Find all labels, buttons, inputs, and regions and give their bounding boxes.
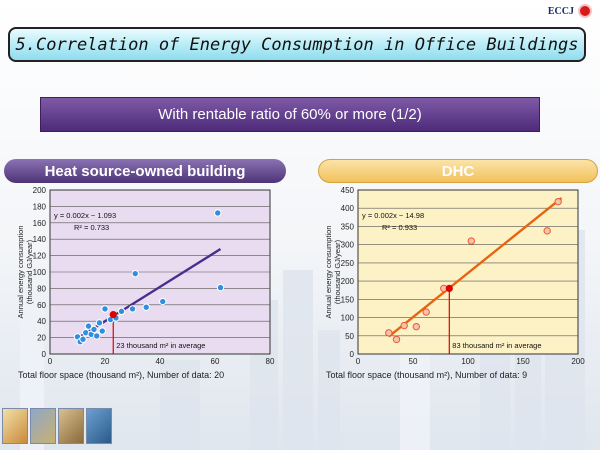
data-point	[90, 325, 98, 334]
regression-line	[388, 197, 563, 338]
y-tick-label: 180	[33, 202, 47, 211]
y-tick-label: 150	[341, 295, 355, 304]
data-point	[98, 327, 106, 335]
y-axis-label: Annual energy consumption	[324, 226, 333, 319]
data-point	[554, 197, 562, 206]
x-tick-label: 50	[409, 357, 418, 366]
y-tick-label: 120	[33, 252, 47, 261]
right-panel-title: DHC	[318, 159, 598, 183]
average-point	[445, 284, 453, 292]
y-tick-label: 200	[33, 186, 47, 195]
slide-title: 5.Correlation of Energy Consumption in O…	[8, 27, 586, 62]
regression-equation: y = 0.002x − 14.98	[362, 211, 424, 220]
x-tick-label: 20	[101, 357, 110, 366]
x-tick-label: 150	[516, 357, 530, 366]
y-tick-label: 40	[37, 317, 46, 326]
data-point	[84, 322, 93, 330]
regression-equation: y = 0.002x − 1.093	[54, 211, 116, 220]
x-tick-label: 100	[461, 357, 475, 366]
y-tick-label: 100	[33, 268, 47, 277]
average-label: 83 thousand m² in average	[452, 341, 541, 350]
average-label: 23 thousand m² in average	[116, 341, 205, 350]
data-point	[101, 305, 109, 313]
dhc-chart: 0 50 100 150 200 250 300 350 400 450 0 50 100 150 200 y…	[324, 186, 585, 380]
data-point	[214, 209, 222, 217]
y-tick-label: 80	[37, 284, 46, 293]
data-point	[117, 307, 126, 316]
data-point	[216, 283, 225, 292]
data-point	[95, 319, 104, 327]
y-axis-unit: (thousand GJ/year)	[25, 239, 34, 304]
data-point	[93, 332, 101, 340]
y-tick-label: 200	[341, 277, 355, 286]
y-tick-label: 300	[341, 241, 355, 250]
thumbnail-image-1	[2, 408, 28, 444]
x-tick-label: 0	[48, 357, 53, 366]
thumbnail-image-2	[30, 408, 56, 444]
data-point	[412, 322, 421, 331]
slide-subtitle: With rentable ratio of 60% or more (1/2)	[40, 97, 540, 132]
y-tick-label: 50	[345, 332, 354, 341]
y-tick-label: 350	[341, 222, 355, 231]
y-axis-label: Annual energy consumption	[16, 226, 25, 319]
y-tick-label: 20	[37, 334, 46, 343]
y-tick-label: 160	[33, 219, 47, 228]
logo-text: ECCJ	[547, 5, 574, 17]
x-tick-label: 0	[356, 357, 361, 366]
logo-ring-icon	[578, 4, 592, 18]
r-squared-label: R² = 0.933	[382, 223, 417, 232]
data-point	[385, 329, 393, 337]
y-tick-label: 250	[341, 259, 355, 268]
thumbnail-image-3	[58, 408, 84, 444]
heat-source-chart: 0 20 40 60 80 100 120 140 160 180 200 0 20 40 60 80 y = …	[16, 186, 275, 380]
x-tick-label: 200	[571, 357, 585, 366]
data-point	[400, 321, 408, 330]
x-tick-label: 40	[156, 357, 165, 366]
data-point	[422, 308, 430, 316]
x-axis-label: Total floor space (thousand m²), Number …	[18, 370, 224, 380]
data-point	[543, 227, 551, 235]
thumbnail-image-4	[86, 408, 112, 444]
data-point	[392, 335, 401, 344]
average-point	[109, 311, 117, 319]
y-tick-label: 0	[42, 350, 47, 359]
data-point	[128, 305, 137, 313]
data-point	[467, 237, 476, 245]
data-point	[142, 303, 150, 311]
eccj-logo: ECCJ	[548, 4, 592, 18]
y-tick-label: 100	[341, 314, 355, 323]
x-tick-label: 80	[266, 357, 275, 366]
data-point	[159, 297, 167, 306]
left-panel-title: Heat source-owned building	[4, 159, 286, 183]
data-point	[131, 269, 139, 278]
x-tick-label: 60	[211, 357, 220, 366]
y-tick-label: 400	[341, 204, 355, 213]
r-squared-label: R² = 0.733	[74, 223, 109, 232]
data-point	[79, 335, 87, 343]
y-tick-label: 0	[350, 350, 355, 359]
y-tick-label: 60	[37, 301, 46, 310]
y-tick-label: 450	[341, 186, 355, 195]
y-axis-unit: (thousand GJ/year)	[333, 239, 342, 304]
y-tick-label: 140	[33, 235, 47, 244]
x-axis-label: Total floor space (thousand m²), Number …	[326, 370, 527, 380]
